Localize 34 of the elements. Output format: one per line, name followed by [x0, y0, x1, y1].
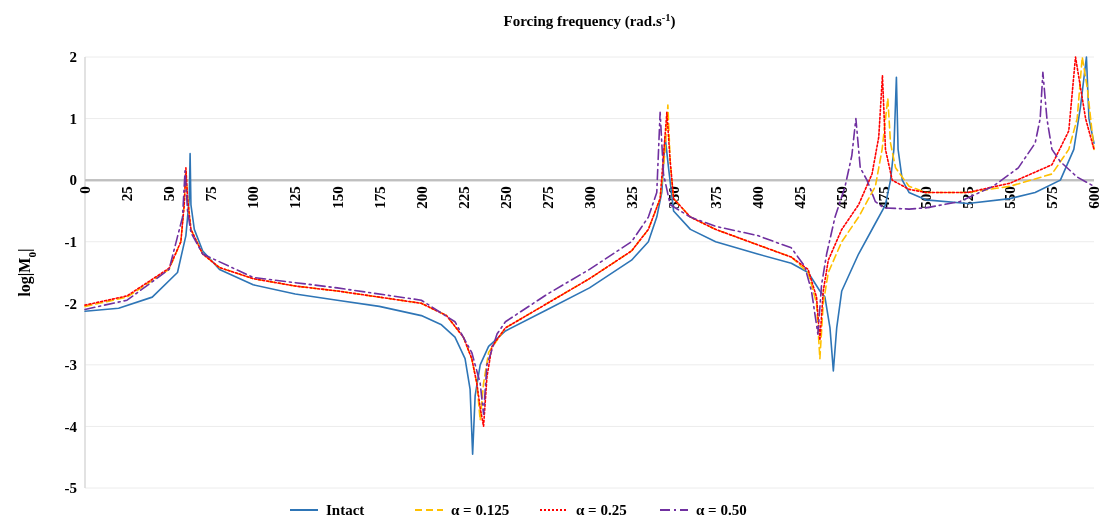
- x-tick-label: 575: [1044, 186, 1061, 209]
- x-tick-label: 100: [245, 186, 262, 209]
- y-tick-label: 0: [69, 172, 77, 189]
- y-tick-label: 1: [69, 110, 77, 127]
- y-tick-label: -4: [64, 418, 78, 435]
- legend-label: Intact: [326, 502, 365, 519]
- y-tick-label: -2: [64, 295, 77, 312]
- x-tick-label: 325: [623, 186, 640, 209]
- legend-label: α = 0.50: [696, 502, 747, 519]
- x-tick-label: 75: [203, 186, 220, 202]
- x-tick-label: 425: [791, 186, 808, 209]
- y-tick-label: -1: [64, 233, 77, 250]
- x-tick-label: 300: [581, 186, 598, 209]
- x-tick-label: 375: [707, 186, 724, 209]
- x-tick-label: 25: [119, 186, 136, 202]
- x-tick-label: 150: [329, 186, 346, 209]
- x-tick-label: 50: [161, 186, 178, 202]
- x-tick-label: 250: [497, 186, 514, 209]
- x-tick-label: 600: [1086, 186, 1100, 209]
- x-tick-label: 275: [539, 186, 556, 209]
- x-tick-label: 0: [77, 186, 94, 194]
- x-tick-label: 175: [371, 186, 388, 209]
- x-tick-label: 200: [413, 186, 430, 209]
- x-axis-title: Forcing frequency (rad.s$^{-1}$): [503, 11, 676, 30]
- x-tick-label: 550: [1002, 186, 1019, 209]
- x-tick-label: 225: [455, 186, 472, 209]
- x-tick-label: 400: [749, 186, 766, 209]
- x-tick-label: 450: [834, 186, 850, 209]
- legend-label: α = 0.25: [576, 502, 627, 519]
- x-tick-label: 125: [287, 186, 304, 209]
- y-tick-label: -5: [64, 480, 77, 497]
- y-tick-label: 2: [69, 49, 77, 66]
- y-tick-label: -3: [64, 357, 77, 374]
- legend-label: α = 0.125: [451, 502, 510, 519]
